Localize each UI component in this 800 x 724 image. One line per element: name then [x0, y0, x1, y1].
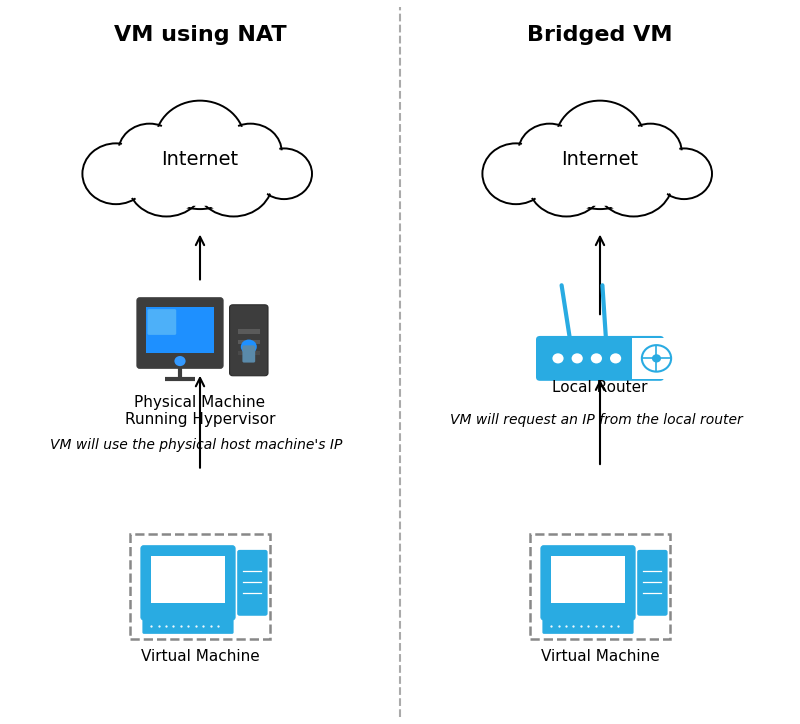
Circle shape: [656, 148, 712, 199]
FancyBboxPatch shape: [536, 336, 664, 381]
Circle shape: [153, 124, 247, 209]
Circle shape: [222, 126, 279, 178]
Text: VM will request an IP from the local router: VM will request an IP from the local rou…: [450, 413, 742, 427]
Circle shape: [197, 148, 270, 214]
FancyBboxPatch shape: [638, 550, 667, 615]
Circle shape: [155, 101, 245, 182]
Circle shape: [590, 353, 602, 363]
Circle shape: [127, 146, 206, 216]
FancyBboxPatch shape: [242, 345, 255, 363]
Circle shape: [558, 104, 642, 179]
FancyBboxPatch shape: [151, 556, 225, 603]
Circle shape: [219, 124, 282, 180]
Circle shape: [156, 127, 244, 206]
FancyBboxPatch shape: [542, 617, 634, 634]
FancyBboxPatch shape: [238, 340, 260, 344]
Circle shape: [130, 148, 203, 214]
Circle shape: [158, 104, 242, 179]
FancyBboxPatch shape: [541, 546, 635, 620]
FancyBboxPatch shape: [237, 550, 267, 615]
Circle shape: [619, 124, 682, 180]
Circle shape: [118, 124, 181, 180]
Circle shape: [256, 148, 312, 199]
Circle shape: [258, 150, 310, 198]
Text: Virtual Machine: Virtual Machine: [141, 649, 259, 665]
Text: VM using NAT: VM using NAT: [114, 25, 286, 46]
Circle shape: [652, 354, 661, 363]
Circle shape: [527, 146, 606, 216]
Text: Bridged VM: Bridged VM: [527, 25, 673, 46]
Circle shape: [555, 101, 645, 182]
Text: Internet: Internet: [162, 150, 238, 169]
Circle shape: [571, 353, 583, 363]
FancyBboxPatch shape: [238, 329, 260, 334]
FancyBboxPatch shape: [147, 309, 176, 335]
Circle shape: [482, 143, 550, 204]
FancyBboxPatch shape: [238, 351, 260, 355]
Circle shape: [610, 353, 622, 363]
Circle shape: [485, 146, 547, 202]
Text: Local Router: Local Router: [552, 380, 648, 395]
Circle shape: [594, 146, 673, 216]
Circle shape: [85, 146, 147, 202]
FancyBboxPatch shape: [142, 617, 234, 634]
Circle shape: [530, 148, 603, 214]
Circle shape: [174, 356, 186, 366]
Text: Physical Machine
Running Hypervisor: Physical Machine Running Hypervisor: [125, 395, 275, 427]
FancyBboxPatch shape: [230, 305, 268, 376]
Circle shape: [658, 150, 710, 198]
FancyBboxPatch shape: [551, 556, 625, 603]
Circle shape: [552, 353, 563, 363]
Circle shape: [556, 127, 644, 206]
Circle shape: [82, 143, 150, 204]
Circle shape: [622, 126, 679, 178]
FancyBboxPatch shape: [137, 298, 223, 369]
Text: VM will use the physical host machine's IP: VM will use the physical host machine's …: [50, 438, 342, 452]
Circle shape: [597, 148, 670, 214]
Circle shape: [194, 146, 273, 216]
FancyBboxPatch shape: [146, 307, 214, 353]
Circle shape: [553, 124, 647, 209]
Circle shape: [521, 126, 578, 178]
Text: Internet: Internet: [562, 150, 638, 169]
Circle shape: [121, 126, 178, 178]
Circle shape: [518, 124, 581, 180]
FancyBboxPatch shape: [141, 546, 235, 620]
FancyBboxPatch shape: [632, 338, 681, 379]
Circle shape: [241, 340, 257, 354]
Text: Virtual Machine: Virtual Machine: [541, 649, 659, 665]
